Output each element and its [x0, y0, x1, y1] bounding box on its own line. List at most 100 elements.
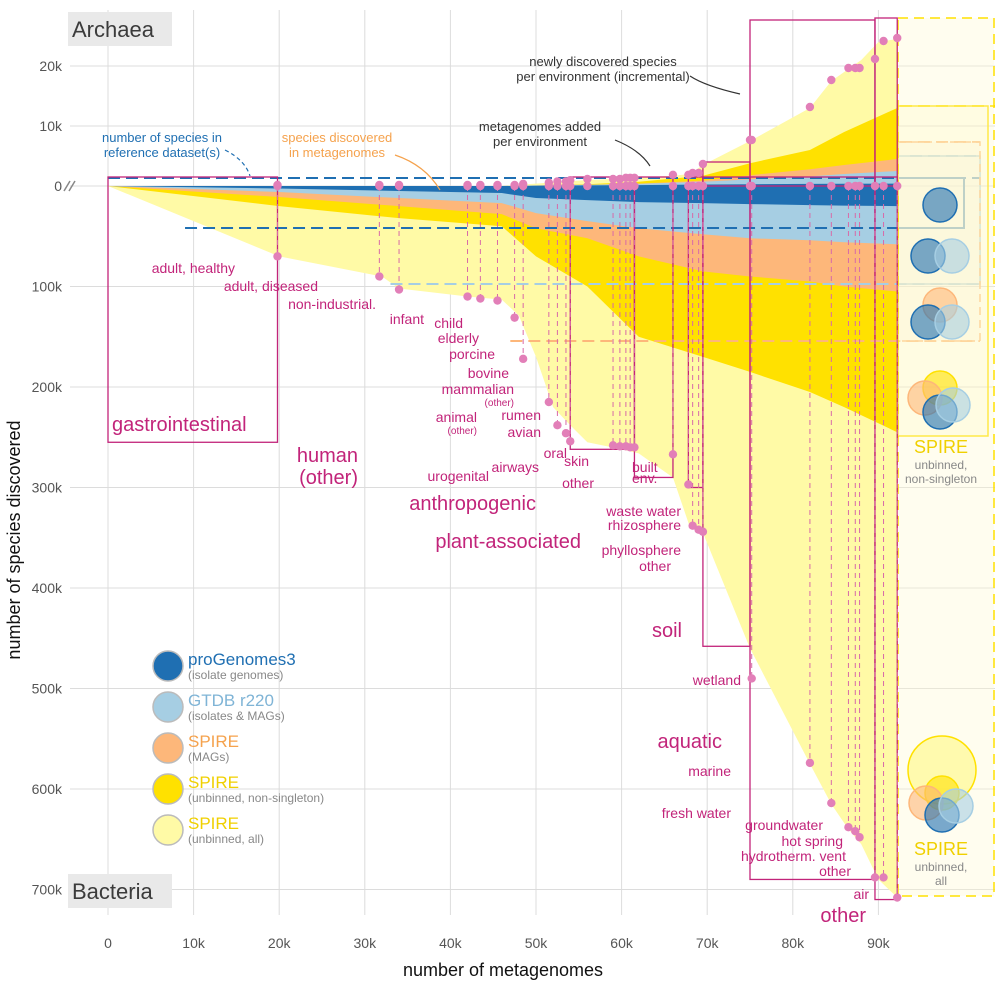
y-tick-label: 600k	[32, 781, 63, 797]
env-marker-zero	[375, 181, 384, 191]
env-label: other	[820, 905, 866, 927]
x-tick-label: 0	[104, 935, 112, 951]
env-label: hot spring	[782, 833, 843, 849]
env-label: airways	[492, 459, 539, 475]
group-label: anthropogenic	[409, 493, 536, 515]
env-label: elderly	[438, 330, 479, 346]
env-marker-zero	[518, 181, 528, 191]
env-marker-archaea	[893, 33, 902, 43]
env-marker	[394, 285, 404, 294]
venn-circle	[922, 187, 958, 223]
env-marker-archaea	[694, 168, 703, 178]
env-marker-zero	[273, 181, 282, 191]
env-label: porcine	[449, 346, 495, 362]
env-marker	[870, 873, 880, 882]
env-marker-zero	[553, 181, 562, 191]
env-marker	[615, 442, 625, 451]
y-tick-label: 300k	[32, 480, 63, 496]
x-tick-label: 60k	[610, 935, 634, 951]
env-marker-archaea	[844, 63, 853, 73]
env-label: avian	[508, 424, 541, 440]
group-label: (other)	[299, 467, 358, 489]
legend-sublabel: (unbinned, all)	[188, 832, 264, 846]
x-tick-label: 50k	[525, 935, 549, 951]
archaea-label: Archaea	[72, 17, 155, 42]
env-label: animal	[436, 409, 477, 425]
annotation: per environment	[493, 134, 587, 149]
env-marker	[893, 893, 902, 902]
env-label: (other)	[448, 426, 477, 437]
env-marker	[493, 296, 502, 305]
legend-sublabel: (MAGs)	[188, 750, 229, 764]
env-label: urogenital	[428, 468, 490, 484]
annotation: newly discovered species	[529, 54, 677, 69]
side-sublabel: unbinned,	[915, 860, 968, 874]
annotation: number of species in	[102, 130, 222, 145]
env-label: fresh water	[662, 805, 732, 821]
x-tick-label: 20k	[268, 935, 292, 951]
annotation: per environment (incremental)	[516, 69, 689, 84]
env-marker	[844, 822, 853, 832]
env-marker-zero	[747, 181, 756, 191]
env-marker-zero	[615, 181, 625, 191]
group-label: aquatic	[658, 731, 723, 753]
y-tick-label: 500k	[32, 681, 63, 697]
env-marker-zero	[870, 181, 880, 191]
y-tick-label: 700k	[32, 882, 63, 898]
y-tick-label: 0	[54, 178, 62, 194]
env-marker-zero	[608, 181, 618, 191]
y-tick-label: 400k	[32, 580, 63, 596]
env-marker-archaea	[827, 75, 836, 85]
archaea-label-bg	[68, 12, 172, 46]
env-marker	[553, 420, 562, 430]
y-axis-title: number of species discovered	[4, 420, 24, 659]
legend-swatch	[152, 814, 184, 846]
env-label: other	[562, 475, 594, 491]
env-marker-zero	[668, 181, 678, 191]
env-label: other	[639, 558, 671, 574]
env-marker-zero	[394, 181, 404, 191]
env-label: built	[632, 459, 658, 475]
env-label: oral	[544, 445, 567, 461]
env-marker	[698, 527, 708, 536]
env-marker-archaea	[608, 174, 618, 184]
env-marker	[608, 441, 618, 450]
bacteria-label: Bacteria	[72, 879, 153, 904]
env-marker	[566, 437, 575, 446]
annotation-leader	[614, 139, 651, 167]
env-marker	[668, 450, 678, 459]
env-marker-zero	[698, 181, 708, 191]
env-label: wetland	[692, 672, 741, 688]
env-label: child	[434, 315, 463, 331]
env-label: bovine	[468, 365, 509, 381]
y-tick-label: 200k	[32, 379, 63, 395]
group-label: plant-associated	[435, 531, 581, 553]
env-marker-archaea	[805, 102, 815, 112]
env-marker	[688, 521, 697, 530]
env-marker-archaea	[630, 173, 639, 182]
env-marker-zero	[476, 181, 485, 191]
area-bacteria-0	[108, 186, 898, 898]
env-marker	[544, 397, 554, 407]
env-marker-zero	[463, 181, 472, 191]
env-marker-zero	[879, 181, 888, 191]
bacteria-label-bg	[68, 874, 172, 908]
env-marker	[630, 443, 639, 452]
env-marker	[805, 758, 815, 768]
env-label: non-industrial.	[288, 296, 376, 312]
env-marker	[510, 313, 519, 322]
annotation: metagenomes added	[479, 119, 601, 134]
env-marker	[375, 272, 384, 281]
x-tick-label: 90k	[867, 935, 891, 951]
legend-sublabel: (unbinned, non-singleton)	[188, 791, 324, 805]
env-label: rumen	[501, 407, 541, 423]
env-marker-zero	[510, 181, 519, 191]
env-marker	[518, 354, 528, 364]
env-marker	[855, 833, 864, 842]
group-box	[107, 176, 279, 443]
legend-label: proGenomes3	[188, 650, 296, 669]
axis-ticks: 0 10k 20k 30k 40k 50k 60k 70k 80k 90k 0 10k 20k 100k 2…	[32, 58, 891, 951]
env-label: hydrotherm. vent	[741, 848, 846, 864]
env-marker-zero	[844, 181, 853, 191]
x-tick-label: 40k	[439, 935, 463, 951]
